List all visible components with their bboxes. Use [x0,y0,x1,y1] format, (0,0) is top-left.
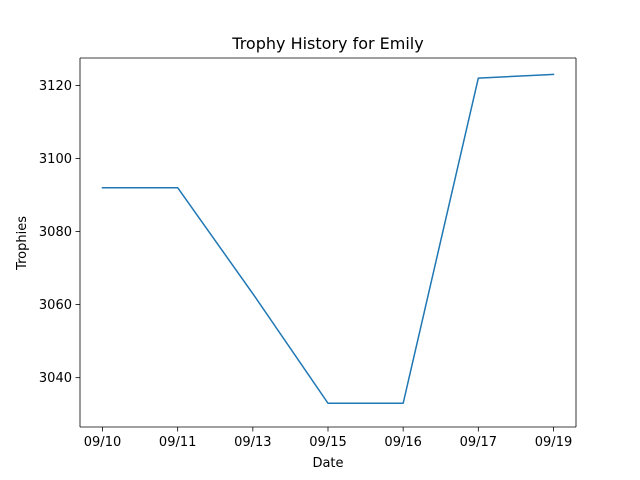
x-tick-label: 09/17 [460,435,497,450]
x-tick-label: 09/16 [384,435,421,450]
x-tick-label: 09/13 [234,435,271,450]
y-tick-label: 3120 [39,79,72,94]
x-axis-title: Date [312,456,343,471]
series-line [101,73,555,404]
plot-area: 09/10 09/11 09/13 09/15 09/16 09/17 09/19 3040 3… [39,57,577,450]
x-tick-label: 09/11 [159,435,196,450]
chart-title: Trophy History for Emily [231,34,423,53]
y-tick-label: 3040 [39,371,72,386]
x-tick-label: 09/19 [535,435,572,450]
y-tick-label: 3100 [39,152,72,167]
y-tick-label: 3080 [39,225,72,240]
x-tick-label: 09/10 [84,435,121,450]
y-tick-label: 3060 [39,298,72,313]
x-tick-label: 09/15 [309,435,346,450]
y-axis-title: Trophies [15,216,30,271]
